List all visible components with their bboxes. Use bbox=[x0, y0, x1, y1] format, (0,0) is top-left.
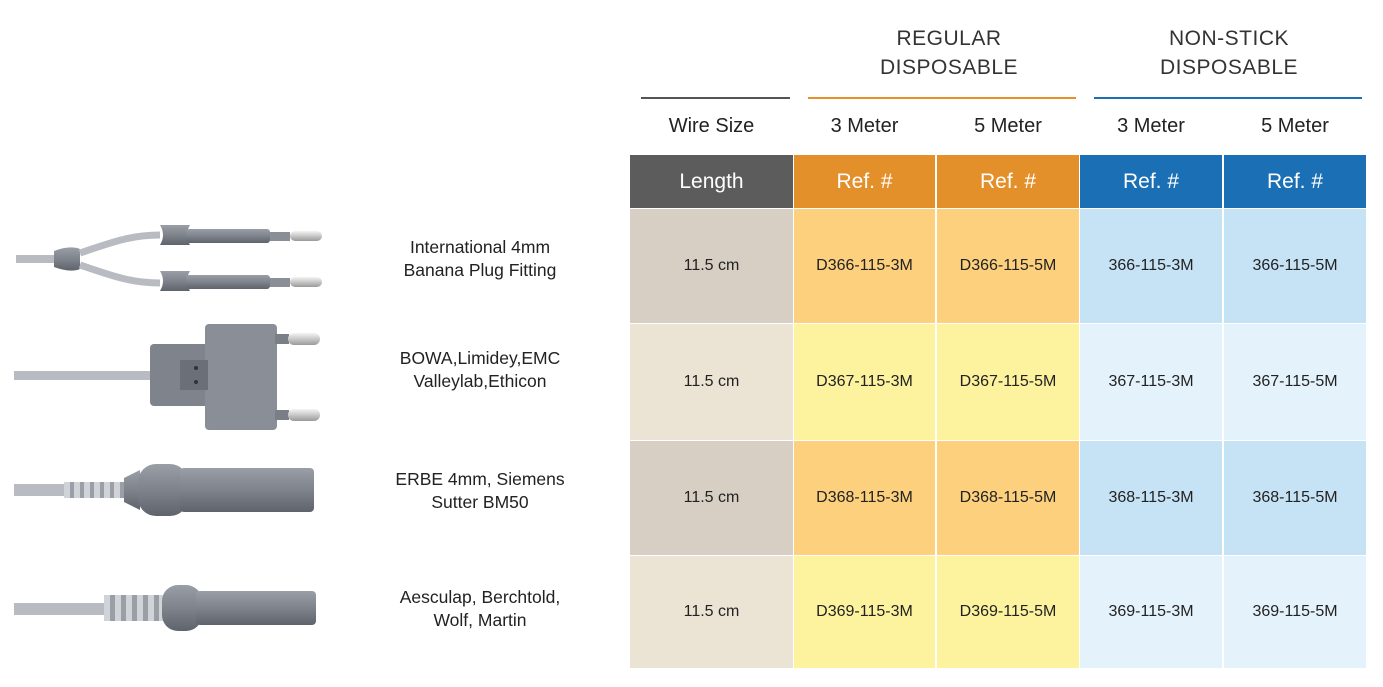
ref-cell: D368-115-5M bbox=[937, 441, 1079, 555]
length-header-cell: Length bbox=[630, 155, 793, 208]
wire-size-header: Wire Size bbox=[668, 115, 755, 137]
length-cell: 11.5 cm bbox=[630, 324, 793, 440]
length-cell: 11.5 cm bbox=[630, 441, 793, 555]
ref-cell: 367-115-3M bbox=[1080, 324, 1222, 440]
regular-rule bbox=[808, 97, 1076, 99]
ref-header-cell: Ref. # bbox=[937, 155, 1079, 208]
twin-pin-connector-icon bbox=[14, 324, 320, 430]
ref-cell: D369-115-5M bbox=[937, 556, 1079, 668]
ref-cell: D369-115-3M bbox=[794, 556, 935, 668]
ref-header-cell: Ref. # bbox=[1224, 155, 1366, 208]
ref-cell: 369-115-5M bbox=[1224, 556, 1366, 668]
wire-size-rule bbox=[641, 97, 790, 99]
ref-header-cell: Ref. # bbox=[794, 155, 935, 208]
ref-cell: 366-115-3M bbox=[1080, 209, 1222, 323]
ref-cell: 366-115-5M bbox=[1224, 209, 1366, 323]
ref-cell: 368-115-3M bbox=[1080, 441, 1222, 555]
ref-header-cell: Ref. # bbox=[1080, 155, 1222, 208]
connector-description: Aesculap, Berchtold, Wolf, Martin bbox=[399, 587, 561, 630]
dual-banana-plug-icon bbox=[16, 225, 322, 291]
ref-cell: D368-115-3M bbox=[794, 441, 935, 555]
ref-cell: D366-115-3M bbox=[794, 209, 935, 323]
length-cell: 11.5 cm bbox=[630, 209, 793, 323]
ref-cell: D367-115-3M bbox=[794, 324, 935, 440]
connector-description: International 4mm Banana Plug Fitting bbox=[403, 237, 557, 280]
ribbed-pin-connector-icon bbox=[14, 585, 316, 631]
ref-cell: 367-115-5M bbox=[1224, 324, 1366, 440]
regular-5m-header: 5 Meter bbox=[974, 115, 1042, 137]
group-title-regular: REGULAR DISPOSABLE bbox=[879, 27, 1019, 79]
non-stick-rule bbox=[1094, 97, 1362, 99]
ref-cell: 368-115-5M bbox=[1224, 441, 1366, 555]
ref-cell: D366-115-5M bbox=[937, 209, 1079, 323]
length-cell: 11.5 cm bbox=[630, 556, 793, 668]
connector-description: ERBE 4mm, Siemens Sutter BM50 bbox=[395, 469, 565, 512]
non-stick-3m-header: 3 Meter bbox=[1117, 115, 1185, 137]
ref-cell: D367-115-5M bbox=[937, 324, 1079, 440]
single-pin-connector-icon bbox=[14, 464, 314, 516]
regular-3m-header: 3 Meter bbox=[830, 115, 899, 137]
ref-cell: 369-115-3M bbox=[1080, 556, 1222, 668]
group-title-non-stick: NON-STICK DISPOSABLE bbox=[1159, 27, 1299, 79]
connector-description: BOWA,Limidey,EMC Valleylab,Ethicon bbox=[399, 348, 561, 391]
non-stick-5m-header: 5 Meter bbox=[1261, 115, 1329, 137]
